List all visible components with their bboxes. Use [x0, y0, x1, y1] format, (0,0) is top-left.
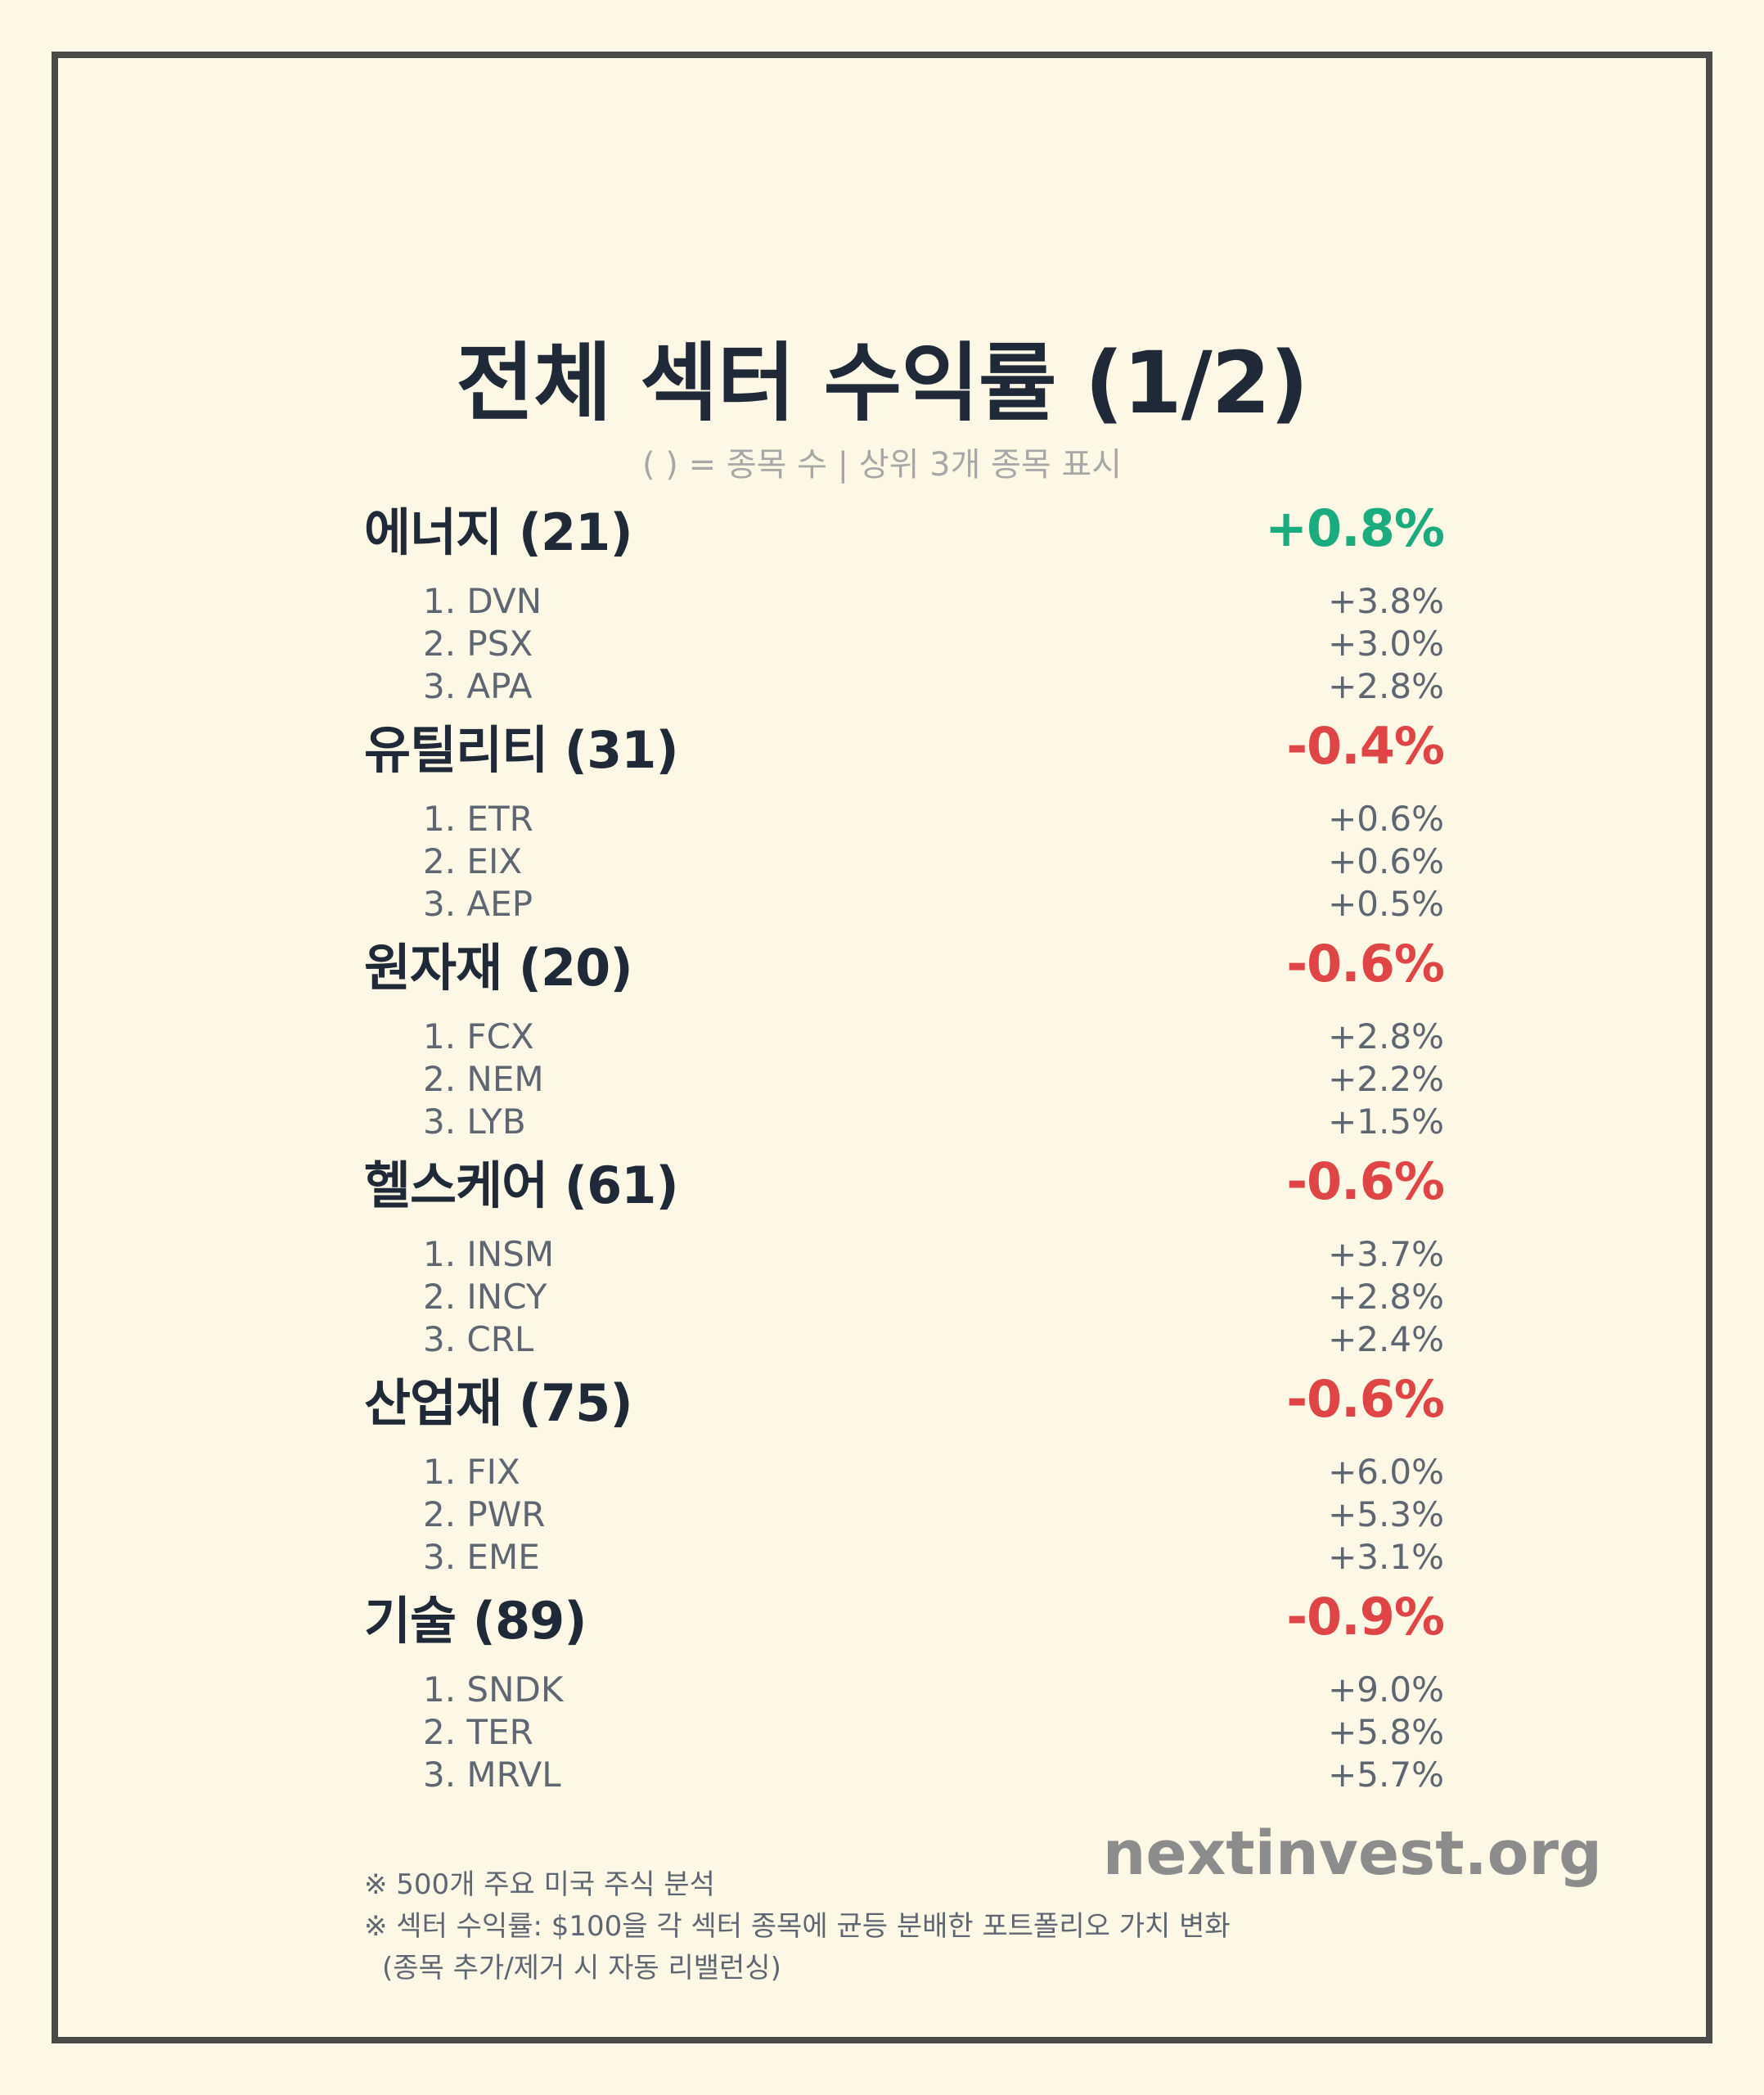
page-subtitle: ( ) = 종목 수 | 상위 3개 종목 표시: [641, 446, 1123, 484]
stock-return: +0.5%: [1328, 883, 1444, 924]
stock-name: 3. AEP: [423, 883, 533, 924]
stock-return: +0.6%: [1328, 840, 1444, 881]
stock-return: +2.4%: [1328, 1318, 1444, 1359]
stock-return: +5.8%: [1328, 1711, 1444, 1752]
stock-row: 3. MRVL +5.7%: [364, 1753, 1444, 1795]
sector-return: -0.4%: [1286, 715, 1445, 776]
stock-name: 3. CRL: [423, 1318, 534, 1359]
sector-name: 산업재 (75): [364, 1373, 633, 1433]
sector-header: 원자재 (20) -0.6%: [364, 925, 1445, 1002]
stock-return: +2.8%: [1328, 1276, 1444, 1317]
stock-return: +6.0%: [1328, 1451, 1444, 1492]
page-frame: [52, 52, 1712, 2043]
stock-row: 2. NEM +2.2%: [364, 1057, 1444, 1100]
stock-name: 3. MRVL: [423, 1754, 561, 1795]
stock-return: +9.0%: [1328, 1669, 1444, 1710]
sector-return: -0.6%: [1286, 1151, 1445, 1211]
stock-row: 2. EIX +0.6%: [364, 840, 1444, 882]
sector-name: 에너지 (21): [364, 502, 633, 562]
stock-name: 2. TER: [423, 1711, 533, 1752]
sector-return: -0.6%: [1286, 933, 1445, 993]
stock-name: 1. FIX: [423, 1451, 520, 1492]
stock-row: 3. AEP +0.5%: [364, 882, 1444, 925]
stock-return: +5.3%: [1328, 1494, 1444, 1534]
sector-block: 에너지 (21) +0.8% 1. DVN +3.8% 2. PSX +3.0% 3…: [364, 489, 1445, 707]
stock-name: 3. APA: [423, 665, 533, 706]
sector-name: 유틸리티 (31): [364, 720, 679, 780]
sector-return: +0.8%: [1265, 498, 1445, 558]
stock-row: 1. INSM +3.7%: [364, 1232, 1444, 1275]
stock-row: 2. PWR +5.3%: [364, 1493, 1444, 1535]
stock-name: 2. PSX: [423, 623, 533, 664]
page-title: 전체 섹터 수익률 (1/2): [456, 333, 1308, 433]
stock-row: 2. PSX +3.0%: [364, 622, 1444, 665]
sector-name: 헬스케어 (61): [364, 1156, 679, 1215]
sector-list: 에너지 (21) +0.8% 1. DVN +3.8% 2. PSX +3.0% 3…: [364, 489, 1445, 1795]
stock-row: 3. CRL +2.4%: [364, 1318, 1444, 1360]
stock-row: 2. TER +5.8%: [364, 1710, 1444, 1753]
brand-watermark: nextinvest.org: [1102, 1818, 1602, 1889]
sector-block: 기술 (89) -0.9% 1. SNDK +9.0% 2. TER +5.8% 3…: [364, 1578, 1445, 1795]
sector-header: 헬스케어 (61) -0.6%: [364, 1142, 1445, 1219]
stock-row: 1. DVN +3.8%: [364, 579, 1444, 622]
sector-name: 원자재 (20): [364, 938, 633, 998]
stock-return: +3.1%: [1328, 1536, 1444, 1577]
stock-row: 1. FCX +2.8%: [364, 1015, 1444, 1057]
stock-row: 3. EME +3.1%: [364, 1535, 1444, 1578]
sector-block: 헬스케어 (61) -0.6% 1. INSM +3.7% 2. INCY +2.8…: [364, 1142, 1445, 1360]
sector-header: 에너지 (21) +0.8%: [364, 489, 1445, 566]
sector-return: -0.9%: [1286, 1586, 1445, 1647]
stock-return: +1.5%: [1328, 1101, 1444, 1142]
sector-name: 기술 (89): [364, 1591, 587, 1651]
footnote: ※ 500개 주요 미국 주식 분석: [364, 1868, 715, 1901]
sector-header: 유틸리티 (31) -0.4%: [364, 707, 1445, 784]
stock-row: 2. INCY +2.8%: [364, 1275, 1444, 1318]
sector-block: 유틸리티 (31) -0.4% 1. ETR +0.6% 2. EIX +0.6% …: [364, 707, 1445, 925]
stock-name: 1. ETR: [423, 798, 533, 839]
stock-row: 3. APA +2.8%: [364, 665, 1444, 707]
stock-name: 3. LYB: [423, 1101, 526, 1142]
stock-return: +0.6%: [1328, 798, 1444, 839]
stock-return: +3.8%: [1328, 580, 1444, 621]
stock-return: +2.2%: [1328, 1058, 1444, 1099]
stock-name: 2. PWR: [423, 1494, 546, 1534]
footnote: (종목 추가/제거 시 자동 리밸런싱): [382, 1952, 781, 1985]
stock-return: +5.7%: [1328, 1754, 1444, 1795]
stock-return: +3.0%: [1328, 623, 1444, 664]
stock-name: 3. EME: [423, 1536, 540, 1577]
stock-name: 1. FCX: [423, 1016, 534, 1057]
sector-block: 원자재 (20) -0.6% 1. FCX +2.8% 2. NEM +2.2% 3…: [364, 925, 1445, 1142]
footnote: ※ 섹터 수익률: $100을 각 섹터 종목에 균등 분배한 포트폴리오 가치…: [364, 1910, 1231, 1943]
stock-return: +3.7%: [1328, 1233, 1444, 1274]
sector-header: 기술 (89) -0.9%: [364, 1578, 1445, 1655]
stock-row: 1. ETR +0.6%: [364, 797, 1444, 840]
stock-name: 1. SNDK: [423, 1669, 564, 1710]
footnotes: ※ 500개 주요 미국 주식 분석 ※ 섹터 수익률: $100을 각 섹터 …: [364, 1864, 1231, 1989]
stock-name: 1. DVN: [423, 580, 542, 621]
stock-name: 2. NEM: [423, 1058, 544, 1099]
stock-row: 1. SNDK +9.0%: [364, 1668, 1444, 1710]
sector-block: 산업재 (75) -0.6% 1. FIX +6.0% 2. PWR +5.3% 3…: [364, 1360, 1445, 1578]
stock-return: +2.8%: [1328, 665, 1444, 706]
stock-return: +2.8%: [1328, 1016, 1444, 1057]
sector-header: 산업재 (75) -0.6%: [364, 1360, 1445, 1437]
sector-return: -0.6%: [1286, 1368, 1445, 1429]
stock-name: 1. INSM: [423, 1233, 555, 1274]
stock-name: 2. EIX: [423, 840, 523, 881]
stock-row: 3. LYB +1.5%: [364, 1100, 1444, 1142]
stock-name: 2. INCY: [423, 1276, 547, 1317]
stock-row: 1. FIX +6.0%: [364, 1450, 1444, 1493]
